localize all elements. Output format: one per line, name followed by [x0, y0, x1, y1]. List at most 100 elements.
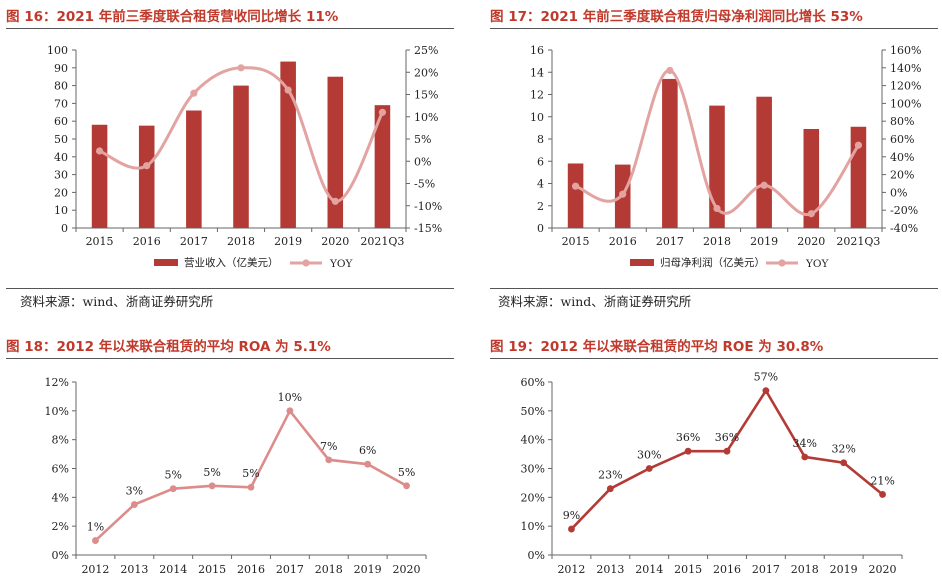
fig18-data-point [286, 407, 294, 415]
fig18-x-tick-label: 2012 [81, 563, 109, 576]
fig16-yoy-point [95, 147, 104, 155]
fig16-yoy-point [237, 64, 245, 72]
fig19-x-tick-label: 2016 [713, 563, 741, 576]
fig16-legend-bar-label: 营业收入（亿美元） [184, 256, 279, 269]
fig19-x-tick-label: 2013 [596, 563, 624, 576]
fig17-profit-chart: 0 2 4 6 8 10 12 14 16 -40% -20% 0% 20% 40% 60% 80% 100% 1… [530, 44, 921, 270]
fig16-x-tick-label: 2015 [86, 235, 114, 248]
fig17-left-tick-label: 6 [537, 155, 544, 168]
fig19-x-tick-label: 2012 [557, 563, 585, 576]
fig16-left-tick-label: 50 [54, 133, 68, 146]
fig16-bar [91, 124, 108, 228]
fig16-yoy-point [190, 89, 198, 97]
fig19-y-tick-label: 60% [521, 376, 545, 389]
fig18-data-point [130, 501, 138, 508]
fig19-data-label: 57% [754, 371, 778, 384]
fig16-right-tick-label: -15% [414, 222, 442, 235]
fig17-yoy-point [571, 182, 580, 190]
fig18-y-tick-label: 12% [45, 376, 69, 389]
fig19-data-point [645, 465, 653, 472]
fig17-right-tick-label: 140% [890, 62, 921, 75]
fig17-yoy-point [619, 190, 627, 198]
fig18-data-point [169, 485, 177, 493]
fig17-right-tick-label: 100% [890, 97, 921, 110]
fig17-right-tick-label: -40% [890, 222, 918, 235]
fig17-left-tick-label: 14 [530, 66, 544, 79]
fig19-x-tick-label: 2014 [635, 563, 663, 576]
fig16-left-tick-label: 80 [54, 80, 68, 93]
fig18-x-tick-label: 2020 [393, 563, 421, 576]
fig18-x-tick-label: 2013 [120, 563, 148, 576]
fig17-right-tick-label: 80% [890, 115, 914, 128]
fig16-right-tick-label: 15% [414, 89, 438, 102]
fig16-revenue-chart: 0 10 20 30 40 50 60 70 80 90 100 -15% -10% -5% 0% 5% 10%… [47, 44, 442, 270]
fig17-bar [709, 105, 725, 228]
fig16-x-tick-label: 2017 [180, 235, 208, 248]
fig18-x-tick-label: 2015 [198, 563, 226, 576]
fig18-roa-chart: 0% 2% 4% 6% 8% 10% 12% 2012 2013 2014 2015 2016 2017… [45, 376, 427, 576]
fig17-source: 资料来源：wind、浙商证券研究所 [498, 294, 692, 309]
fig17-right-tick-label: 160% [890, 44, 921, 57]
fig17-right-tick-label: -20% [890, 204, 918, 217]
fig16-title-rule [6, 28, 454, 29]
fig18-x-tick-label: 2018 [315, 563, 343, 576]
fig16-left-tick-label: 0 [61, 222, 68, 235]
fig16-right-tick-label: -10% [414, 200, 442, 213]
fig16-left-tick-label: 20 [54, 186, 68, 199]
fig19-data-label: 30% [637, 449, 661, 462]
fig17-x-tick-label: 2016 [609, 235, 637, 248]
fig16-left-tick-label: 60 [54, 115, 68, 128]
fig19-data-point [840, 459, 848, 467]
fig17-right-tick-label: 60% [890, 133, 914, 146]
fig18-data-label: 5% [164, 469, 181, 482]
fig16-x-tick-label: 2019 [274, 235, 302, 248]
fig19-data-point [568, 525, 575, 533]
fig19-data-label: 23% [598, 469, 622, 482]
fig17-legend-bar-label: 归母净利润（亿美元） [660, 256, 765, 269]
fig18-x-tick-label: 2014 [159, 563, 187, 576]
fig17-right-tick-label: 0% [890, 186, 907, 199]
fig18-y-tick-label: 6% [52, 463, 69, 476]
fig18-data-label: 6% [359, 444, 376, 457]
fig17-x-tick-label: 2015 [562, 235, 590, 248]
fig19-data-label: 34% [793, 437, 817, 450]
fig16-legend-bar-swatch [154, 259, 178, 266]
fig16-legend-yoy-dot [302, 259, 310, 267]
fig16-right-tick-label: 10% [414, 111, 438, 124]
fig19-x-tick-label: 2020 [869, 563, 897, 576]
fig16-x-tick-label: 2016 [133, 235, 161, 248]
fig16-bar [186, 110, 202, 228]
fig18-y-tick-label: 10% [45, 405, 69, 418]
fig19-roe-chart: 0% 10% 20% 30% 40% 50% 60% 2012 2013 2014 2015 2016… [521, 371, 903, 576]
fig19-x-tick-label: 2017 [752, 563, 780, 576]
fig18-data-point [208, 482, 216, 490]
fig16-left-tick-label: 30 [54, 169, 68, 182]
fig16-x-tick-label: 2018 [227, 235, 255, 248]
fig17-bar [803, 128, 820, 228]
fig17-left-tick-label: 4 [537, 178, 544, 191]
fig18-x-tick-label: 2016 [237, 563, 265, 576]
fig19-x-tick-label: 2015 [674, 563, 702, 576]
fig17-right-tick-label: 40% [890, 151, 914, 164]
fig16-yoy-point [284, 86, 292, 94]
fig16-source: 资料来源：wind、浙商证券研究所 [20, 294, 214, 309]
fig17-legend-yoy-dot [778, 259, 786, 267]
fig16-left-tick-label: 70 [54, 97, 68, 110]
fig17-x-tick-label: 2021Q3 [836, 235, 880, 248]
fig18-data-point [247, 483, 255, 491]
fig19-data-label: 36% [715, 431, 739, 444]
fig16-left-tick-label: 40 [54, 151, 68, 164]
fig17-right-tick-label: 120% [890, 80, 921, 93]
fig16-bar [327, 76, 344, 228]
fig16-bar [374, 105, 391, 228]
fig19-data-point [723, 447, 731, 455]
fig16-right-tick-label: 5% [414, 133, 431, 146]
fig16-left-tick-label: 90 [54, 62, 68, 75]
fig19-x-tick-label: 2018 [791, 563, 819, 576]
fig16-left-tick-label: 100 [47, 44, 68, 57]
fig17-left-tick-label: 10 [530, 111, 544, 124]
fig19-data-point [684, 447, 692, 455]
fig18-y-tick-label: 0% [52, 549, 69, 562]
fig16-source-rule [6, 288, 454, 289]
fig19-y-tick-label: 50% [521, 405, 545, 418]
